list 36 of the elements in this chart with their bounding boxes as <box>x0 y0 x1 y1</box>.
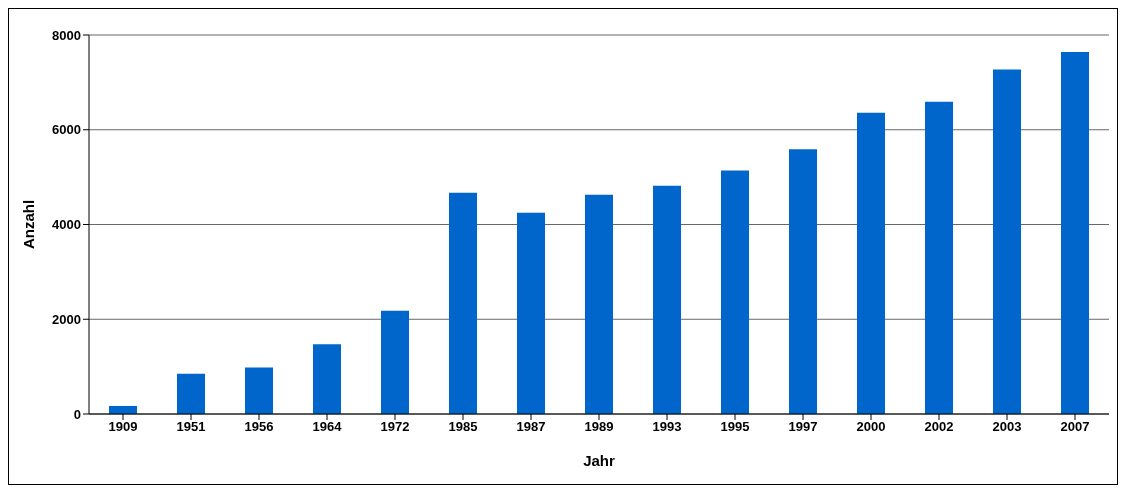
x-tick-label: 1993 <box>652 419 682 435</box>
x-tick-label: 1987 <box>516 419 546 435</box>
y-axis-title: Anzahl <box>20 199 38 250</box>
bar <box>177 373 205 414</box>
x-tick-label: 1989 <box>584 419 614 435</box>
bar <box>721 170 749 414</box>
x-tick-label: 1964 <box>312 419 343 435</box>
y-tick-label: 2000 <box>52 311 81 327</box>
bar <box>245 367 273 414</box>
bar <box>1061 52 1089 414</box>
x-tick-label: 1972 <box>380 419 410 435</box>
bar <box>993 69 1021 414</box>
y-tick-label: 8000 <box>52 27 81 43</box>
x-tick-label: 2000 <box>856 419 886 435</box>
bar <box>517 212 545 414</box>
x-tick-label: 2007 <box>1060 419 1090 435</box>
x-tick-label: 1951 <box>176 419 206 435</box>
x-tick-label: 2003 <box>992 419 1022 435</box>
x-tick-label: 1985 <box>448 419 478 435</box>
bar <box>381 310 409 414</box>
x-tick-label: 1995 <box>720 419 750 435</box>
bar <box>449 192 477 414</box>
bar <box>925 101 953 414</box>
bar <box>789 149 817 414</box>
bar <box>585 194 613 414</box>
bar <box>653 185 681 414</box>
x-tick-label: 1956 <box>244 419 274 435</box>
y-tick-label: 6000 <box>52 122 81 138</box>
bar <box>857 112 885 414</box>
x-tick-label: 1997 <box>788 419 818 435</box>
x-tick-label: 2002 <box>924 419 954 435</box>
y-tick-label: 4000 <box>52 217 81 233</box>
y-tick-label: 0 <box>73 406 81 422</box>
bar <box>313 344 341 414</box>
x-tick-label: 1909 <box>108 419 138 435</box>
x-axis-title: Jahr <box>583 452 615 469</box>
